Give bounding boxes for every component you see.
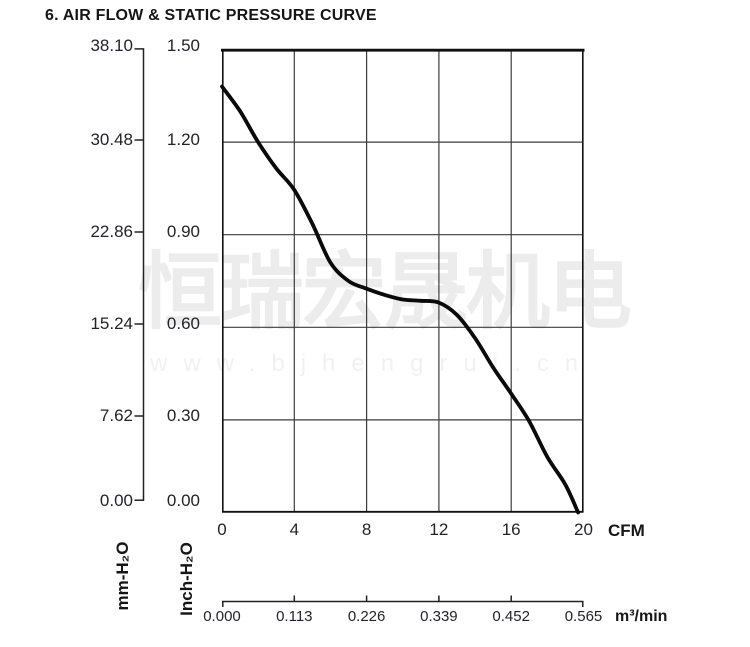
left-axis-scale <box>134 48 145 501</box>
m3min-axis-scale <box>222 595 584 607</box>
m3min-tick-3: 0.339 <box>420 608 458 625</box>
m3min-tick-4: 0.452 <box>492 608 530 625</box>
mm-tick-3: 15.24 <box>90 314 133 333</box>
mm-h2o-axis-title: mm-H₂O <box>113 541 132 611</box>
cfm-axis-label: CFM <box>608 521 645 540</box>
page-title: 6. AIR FLOW & STATIC PRESSURE CURVE <box>45 7 377 24</box>
watermark-cjk: 恒瑞宏晟机电 <box>138 243 632 341</box>
m3min-tick-1: 0.113 <box>276 608 313 625</box>
m3min-axis-label: m³/min <box>615 608 668 625</box>
inch-tick-3: 0.60 <box>166 314 200 333</box>
inch-tick-5: 0.00 <box>166 491 200 510</box>
plot-border <box>221 48 585 513</box>
inch-h2o-axis-title: Inch-H₂O <box>177 542 196 616</box>
m3min-tick-5: 0.565 <box>564 608 603 625</box>
mm-tick-5: 0.00 <box>99 491 133 510</box>
mm-tick-2: 22.86 <box>90 222 133 241</box>
static-pressure-curve <box>220 84 580 515</box>
watermark-url: www.bjhengrui.cn <box>150 350 595 377</box>
inch-tick-2: 0.90 <box>166 222 200 241</box>
cfm-tick-2: 8 <box>361 520 372 539</box>
m3min-tick-2: 0.226 <box>347 608 386 625</box>
inch-tick-0: 1.50 <box>166 36 200 55</box>
mm-tick-1: 30.48 <box>90 130 133 149</box>
cfm-tick-4: 16 <box>501 520 521 539</box>
mm-tick-0: 38.10 <box>90 36 133 55</box>
inch-tick-4: 0.30 <box>166 406 200 425</box>
m3min-tick-0: 0.000 <box>203 608 241 625</box>
plot-gridlines <box>222 49 584 513</box>
cfm-tick-5: 20 <box>574 520 593 539</box>
cfm-tick-3: 12 <box>429 520 449 539</box>
mm-tick-4: 7.62 <box>99 406 133 425</box>
inch-tick-1: 1.20 <box>166 130 200 149</box>
cfm-tick-1: 4 <box>289 520 300 539</box>
cfm-tick-0: 0 <box>217 520 227 539</box>
